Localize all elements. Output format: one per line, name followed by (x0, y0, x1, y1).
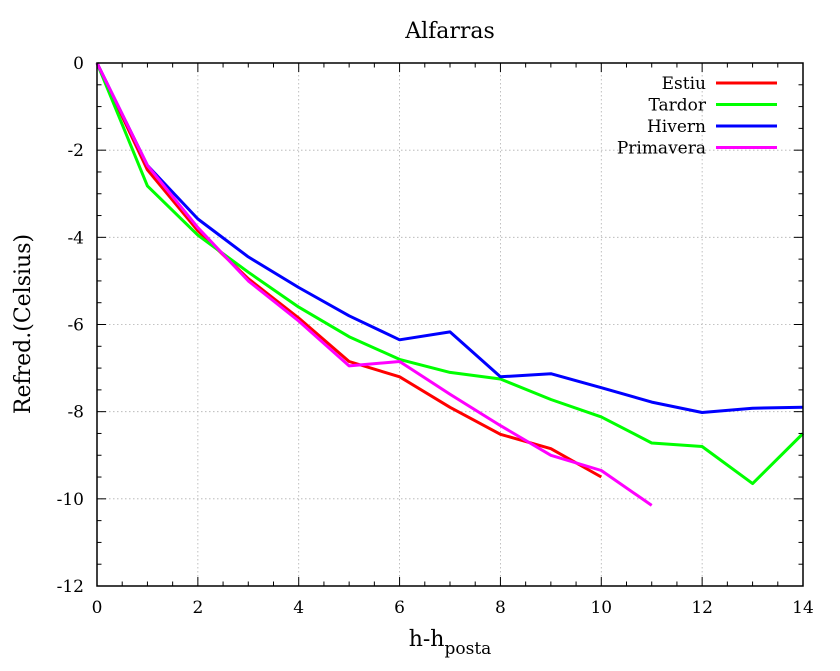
y-tick-label: -10 (57, 490, 84, 510)
x-tick-label: 0 (92, 598, 103, 618)
x-axis-label-subscript: posta (444, 639, 491, 659)
axis-ticks (96, 62, 804, 587)
y-tick-label: -8 (67, 403, 84, 423)
grid (97, 63, 803, 586)
series-line-primavera (95, 62, 653, 507)
x-axis-label-main: h-h (409, 627, 445, 652)
x-tick-label: 12 (691, 598, 713, 618)
x-tick-label: 10 (590, 598, 612, 618)
y-axis-label: Refred.(Celsius) (11, 234, 36, 414)
y-tick-label: -2 (67, 141, 84, 161)
x-tick-label: 2 (192, 598, 203, 618)
legend-label-estiu: Estiu (662, 74, 706, 94)
legend-label-tardor: Tardor (648, 96, 706, 116)
y-tick-label: 0 (73, 54, 84, 74)
legend-label-primavera: Primavera (617, 139, 706, 159)
legend-label-hivern: Hivern (647, 117, 706, 137)
x-tick-label: 4 (293, 598, 304, 618)
y-tick-label: -6 (67, 316, 84, 336)
x-tick-label: 8 (495, 598, 506, 618)
x-tick-label: 14 (792, 598, 814, 618)
x-tick-label: 6 (394, 598, 405, 618)
x-axis-label: h-hposta (409, 627, 492, 659)
series-line-hivern (95, 62, 804, 414)
series-line-estiu (95, 62, 603, 479)
y-tick-label: -4 (67, 228, 84, 248)
series-lines (95, 62, 805, 507)
y-tick-label: -12 (57, 577, 84, 597)
chart-title: Alfarras (404, 19, 495, 44)
tick-labels: 0 2 4 6 8 10 12 14 0 -2 -4 -6 -8 -10 -12 (57, 54, 814, 618)
